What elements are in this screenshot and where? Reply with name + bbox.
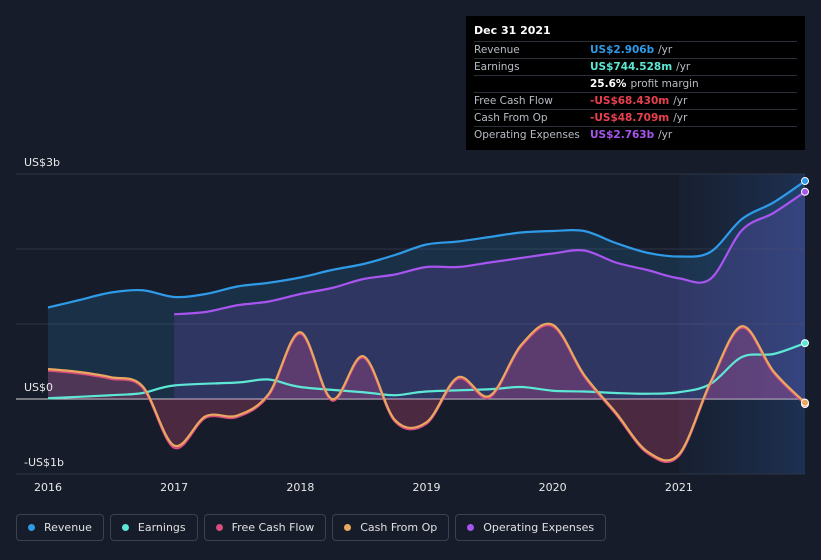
x-tick-label: 2019 bbox=[412, 481, 441, 494]
operating-expenses-area bbox=[174, 191, 805, 399]
tooltip-row-label: Cash From Op bbox=[474, 112, 548, 124]
tooltip-row-label: Free Cash Flow bbox=[474, 95, 553, 107]
tooltip-row: Operating Expenses US$2.763b/yr bbox=[474, 126, 797, 143]
x-tick-label: 2021 bbox=[664, 481, 693, 494]
tooltip-row-value: -US$68.430m bbox=[590, 95, 670, 107]
cash-from-op-end-marker bbox=[801, 398, 809, 407]
x-tick-label: 2020 bbox=[538, 481, 567, 494]
tooltip-row-suffix: /yr bbox=[676, 61, 691, 73]
tooltip-date: Dec 31 2021 bbox=[474, 24, 551, 37]
tooltip-row-label: Operating Expenses bbox=[474, 129, 580, 141]
x-tick-label: 2018 bbox=[286, 481, 315, 494]
tooltip-row-suffix: profit margin bbox=[630, 78, 699, 90]
revenue-line bbox=[47, 180, 806, 309]
earnings-end-marker bbox=[801, 339, 809, 348]
y-tick-label: -US$1b bbox=[24, 456, 64, 469]
tooltip-row-label: Earnings bbox=[474, 61, 520, 73]
legend-dot-icon bbox=[467, 524, 475, 531]
earnings-line bbox=[47, 342, 806, 400]
tooltip-row: Cash From Op -US$48.709m/yr bbox=[474, 109, 797, 126]
legend-item-operating-expenses[interactable]: Operating Expenses bbox=[455, 514, 607, 541]
revenue-area bbox=[48, 181, 805, 399]
legend-label: Cash From Op bbox=[360, 521, 438, 534]
legend-dot-icon bbox=[28, 524, 35, 531]
tooltip-row-label bbox=[474, 76, 590, 92]
tooltip-row-value: US$2.906b bbox=[590, 44, 655, 56]
tooltip-row: Revenue US$2.906b/yr bbox=[474, 41, 797, 58]
revenue-end-marker bbox=[801, 177, 809, 186]
tooltip-row: 25.6% profit margin bbox=[474, 75, 797, 92]
tooltip-row-suffix: /yr bbox=[673, 112, 688, 124]
legend-label: Earnings bbox=[137, 521, 186, 534]
legend-item-free-cash-flow[interactable]: Free Cash Flow bbox=[203, 514, 327, 541]
tooltip-row-label: Revenue bbox=[474, 44, 520, 56]
legend-item-cash-from-op[interactable]: Cash From Op bbox=[332, 514, 450, 541]
operating-expenses-end-marker bbox=[801, 187, 809, 196]
legend-item-revenue[interactable]: Revenue bbox=[16, 514, 104, 541]
tooltip-row-value: US$744.528m bbox=[590, 61, 673, 73]
tooltip-row-suffix: /yr bbox=[673, 95, 688, 107]
tooltip-row: Earnings US$744.528m/yr bbox=[474, 58, 797, 75]
y-tick-label: US$0 bbox=[24, 381, 54, 394]
legend-dot-icon bbox=[215, 524, 223, 531]
legend-label: Operating Expenses bbox=[483, 521, 595, 534]
tooltip-row-value: -US$48.709m bbox=[590, 112, 670, 124]
cash-from-op-line bbox=[47, 322, 806, 462]
tooltip-row-value: 25.6% bbox=[590, 78, 627, 90]
tooltip-row: Free Cash Flow -US$68.430m/yr bbox=[474, 92, 797, 109]
legend-dot-icon bbox=[344, 524, 352, 531]
legend-dot-icon bbox=[121, 524, 129, 531]
legend-label: Free Cash Flow bbox=[231, 521, 315, 534]
legend-label: Revenue bbox=[44, 521, 92, 534]
tooltip-row-value: US$2.763b bbox=[590, 129, 655, 141]
tooltip-row-suffix: /yr bbox=[658, 44, 673, 56]
chart-legend: Revenue Earnings Free Cash Flow Cash From O… bbox=[16, 514, 607, 541]
tooltip-row-suffix: /yr bbox=[658, 129, 673, 141]
operating-expenses-line bbox=[174, 190, 806, 316]
legend-item-earnings[interactable]: Earnings bbox=[109, 514, 198, 541]
data-tooltip: Dec 31 2021 Revenue US$2.906b/yr Earnings U… bbox=[466, 16, 805, 150]
y-tick-label: US$3b bbox=[24, 156, 61, 169]
x-tick-label: 2017 bbox=[160, 481, 189, 494]
x-tick-label: 2016 bbox=[34, 481, 62, 494]
